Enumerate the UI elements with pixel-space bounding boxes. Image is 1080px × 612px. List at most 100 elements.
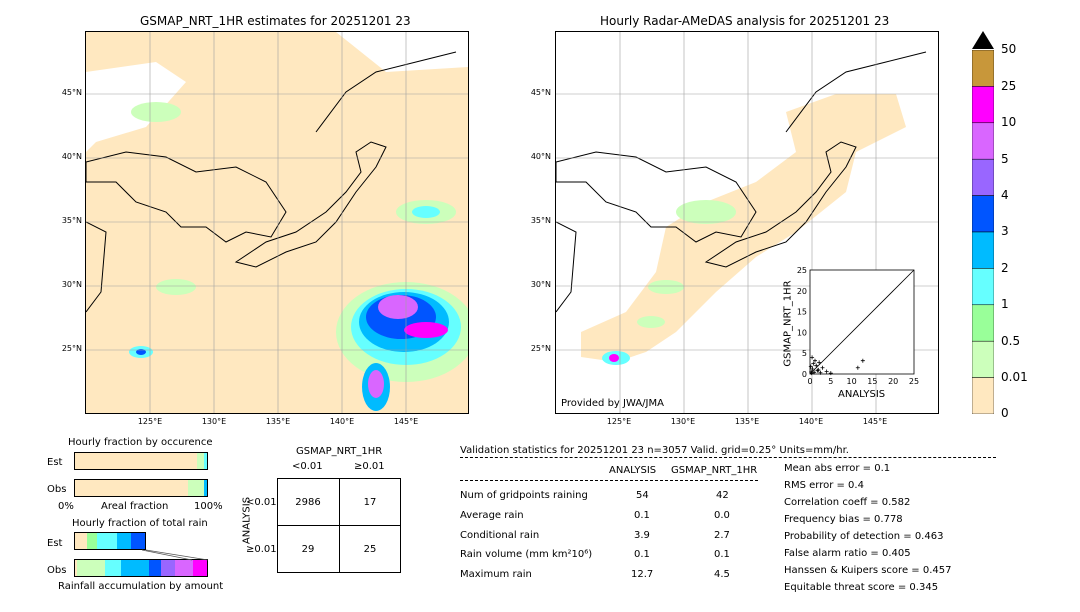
left-lon-tick-145: 145°E	[393, 417, 419, 426]
colorbar-label-0.01: 0.01	[1001, 370, 1028, 384]
score-pod: Probability of detection = 0.463	[784, 531, 944, 542]
scatter-inset: 0 0 5 5 10 10 15 15 20 20 25 25	[780, 262, 920, 402]
scatter-point	[814, 363, 819, 368]
scatter-point	[811, 361, 816, 366]
colorbar-segment	[971, 340, 995, 378]
score-mae: Mean abs error = 0.1	[784, 463, 891, 474]
scatter-point	[818, 370, 823, 375]
scatter-xtick: 10	[847, 377, 857, 386]
stat-label-avg: Average rain	[460, 510, 524, 521]
contingency-cell-false-alarm: 17	[363, 497, 377, 508]
scatter-point	[816, 367, 821, 372]
colorbar-label-5: 5	[1001, 152, 1009, 166]
left-lon-tick-125: 125°E	[137, 417, 163, 426]
scatter-ylabel: GSMAP_NRT_1HR	[782, 280, 794, 367]
scatter-ytick: 20	[797, 287, 807, 296]
stat-analysis-max: 12.7	[631, 569, 654, 580]
scatter-xtick: 15	[867, 377, 877, 386]
colorbar-label-2: 2	[1001, 261, 1009, 275]
scatter-point	[809, 371, 814, 376]
left-lon-tick-130: 130°E	[201, 417, 227, 426]
colorbar-label-50: 50	[1001, 42, 1017, 56]
stat-analysis-num: 54	[636, 490, 649, 501]
scatter-point	[828, 371, 833, 376]
colorbar-extend-triangle	[972, 31, 994, 49]
left-map	[85, 31, 469, 414]
fraction-axis-right: 100%	[194, 501, 223, 512]
occ-obs-bar	[74, 479, 208, 497]
scatter-point	[810, 367, 815, 372]
scatter-xtick: 25	[909, 377, 919, 386]
left-map-canvas	[86, 32, 468, 413]
score-rmse: RMS error = 0.4	[784, 480, 864, 491]
score-hk: Hanssen & Kuipers score = 0.457	[784, 565, 952, 576]
score-corr: Correlation coeff = 0.582	[784, 497, 911, 508]
colorbar	[971, 49, 995, 415]
stat-label-max: Maximum rain	[460, 569, 532, 580]
stat-gsmap-cond: 2.7	[714, 530, 730, 541]
occ-est-label: Est	[47, 457, 63, 468]
left-lat-tick-40: 40°N	[61, 152, 82, 161]
right-lon-tick-130: 130°E	[670, 417, 696, 426]
stat-gsmap-vol: 0.1	[714, 549, 730, 560]
validation-divider-top	[460, 457, 996, 458]
scatter-xtick: 20	[888, 377, 898, 386]
colorbar-label-3: 3	[1001, 224, 1009, 238]
score-freq-bias: Frequency bias = 0.778	[784, 514, 903, 525]
left-lat-tick-45: 45°N	[61, 88, 82, 97]
scatter-point	[860, 358, 865, 363]
fraction-axis-mid: Areal fraction	[101, 501, 169, 512]
left-lon-tick-135: 135°E	[265, 417, 291, 426]
tot-est-label: Est	[47, 538, 63, 549]
stat-label-num: Num of gridpoints raining	[460, 490, 588, 501]
colorbar-segment	[971, 86, 995, 124]
colorbar-segment	[971, 377, 995, 415]
stat-analysis-vol: 0.1	[634, 549, 650, 560]
right-lat-tick-30: 30°N	[530, 280, 551, 289]
stat-analysis-cond: 3.9	[634, 530, 650, 541]
score-ets: Equitable threat score = 0.345	[784, 582, 939, 593]
validation-col-analysis: ANALYSIS	[609, 465, 657, 476]
left-lon-tick-140: 140°E	[329, 417, 355, 426]
colorbar-segment	[971, 231, 995, 269]
colorbar-label-10: 10	[1001, 115, 1017, 129]
score-far: False alarm ratio = 0.405	[784, 548, 911, 559]
right-lon-tick-125: 125°E	[606, 417, 632, 426]
validation-col-gsmap: GSMAP_NRT_1HR	[671, 465, 758, 476]
stat-gsmap-max: 4.5	[714, 569, 730, 580]
left-map-title: GSMAP_NRT_1HR estimates for 20251201 23	[140, 14, 411, 28]
right-lat-tick-45: 45°N	[530, 88, 551, 97]
right-lon-tick-140: 140°E	[798, 417, 824, 426]
right-lat-tick-40: 40°N	[530, 152, 551, 161]
tot-connector-lines	[141, 549, 209, 561]
scatter-point	[820, 365, 825, 370]
tot-obs-bar	[74, 559, 208, 577]
scatter-ytick: 10	[797, 328, 807, 337]
scatter-point	[815, 368, 820, 373]
contingency-col-ge: ≥0.01	[354, 461, 385, 472]
scatter-ytick: 25	[797, 266, 807, 275]
colorbar-segment	[971, 158, 995, 196]
fraction-axis-left: 0%	[58, 501, 74, 512]
occ-est-bar	[74, 452, 208, 470]
scatter-point	[817, 360, 822, 365]
scatter-point	[808, 364, 813, 369]
left-lat-tick-30: 30°N	[61, 280, 82, 289]
contingency-cell-hit: 25	[363, 544, 377, 555]
accumulation-label: Rainfall accumulation by amount	[58, 581, 224, 592]
scatter-point	[855, 365, 860, 370]
scatter-ytick: 5	[802, 349, 807, 358]
contingency-grid	[277, 478, 401, 573]
scatter-xlabel: ANALYSIS	[838, 389, 886, 400]
occurrence-title: Hourly fraction by occurence	[68, 437, 213, 448]
stat-gsmap-avg: 0.0	[714, 510, 730, 521]
scatter-xtick: 0	[807, 377, 812, 386]
contingency-row-ge: ≥0.01	[246, 544, 277, 555]
colorbar-label-25: 25	[1001, 79, 1017, 93]
right-lon-tick-145: 145°E	[862, 417, 888, 426]
scatter-plot: 00 5 5 10 10 15 15 20 20 25 25	[797, 266, 919, 386]
total-rain-title: Hourly fraction of total rain	[72, 518, 208, 529]
stat-label-cond: Conditional rain	[460, 530, 540, 541]
left-lat-tick-25: 25°N	[61, 344, 82, 353]
scatter-diagonal	[809, 269, 915, 375]
